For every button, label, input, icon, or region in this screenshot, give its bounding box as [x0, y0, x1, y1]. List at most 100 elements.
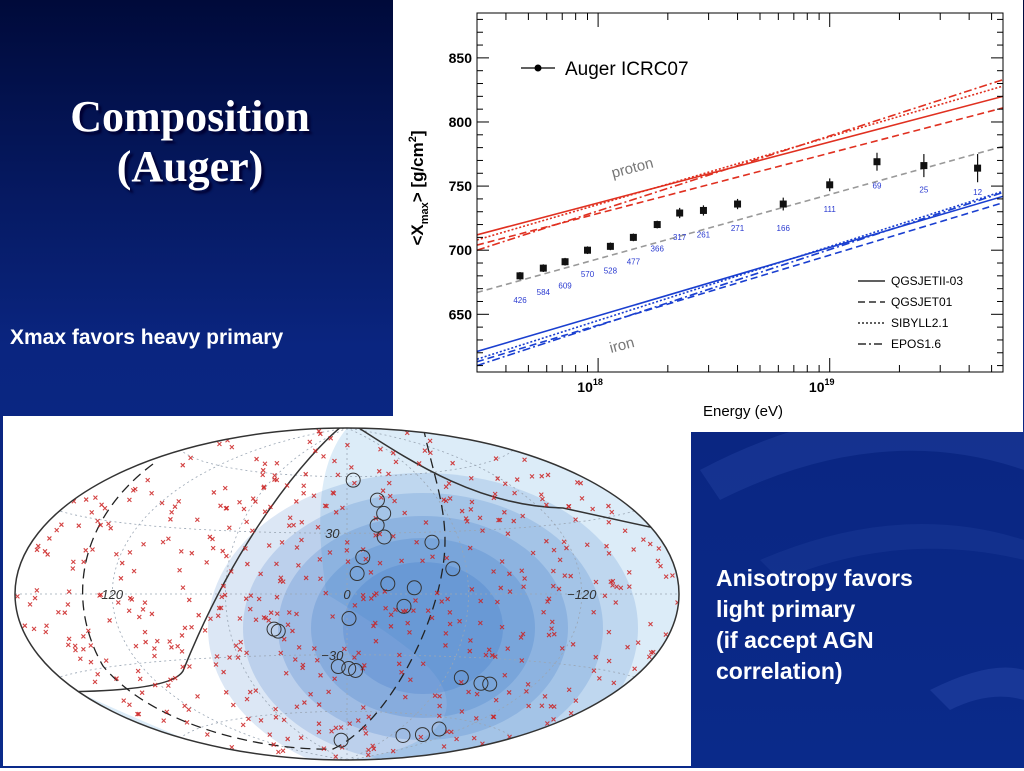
agn-marker — [301, 490, 307, 496]
event-circle — [431, 721, 447, 737]
agn-marker — [274, 594, 280, 600]
agn-marker — [132, 486, 138, 492]
agn-marker — [330, 614, 336, 619]
agn-marker — [396, 661, 402, 667]
iron-dashdot-line — [477, 191, 1003, 367]
agn-marker — [663, 632, 669, 637]
agn-marker — [542, 693, 548, 699]
agn-marker — [656, 546, 662, 551]
latitude-label: 30 — [325, 526, 340, 541]
agn-marker — [15, 593, 20, 599]
agn-marker — [83, 547, 89, 553]
agn-marker — [237, 499, 242, 505]
agn-marker — [590, 506, 596, 512]
agn-marker — [505, 646, 511, 651]
agn-marker — [332, 676, 337, 682]
event-circle — [330, 659, 346, 675]
agn-marker — [434, 590, 440, 596]
agn-marker — [551, 716, 556, 722]
agn-marker — [443, 498, 449, 504]
agn-marker — [223, 689, 229, 695]
proton-dotted-line — [477, 85, 1003, 241]
agn-marker — [204, 732, 210, 737]
agn-marker — [494, 599, 500, 605]
agn-marker — [296, 562, 301, 568]
agn-marker — [390, 450, 396, 456]
agn-marker — [142, 600, 148, 605]
agn-marker — [45, 552, 51, 557]
event-count-label: 570 — [581, 270, 595, 279]
agn-marker — [278, 650, 284, 656]
data-point — [779, 200, 787, 208]
agn-marker — [457, 618, 462, 624]
agn-marker — [333, 754, 339, 760]
anisotropy-line-2: light primary — [716, 596, 856, 622]
event-circle — [396, 598, 412, 614]
agn-marker — [499, 624, 505, 630]
data-point — [734, 200, 742, 208]
agn-marker — [407, 630, 412, 635]
agn-marker — [427, 438, 433, 444]
agn-marker — [142, 629, 148, 635]
agn-marker — [499, 559, 505, 564]
latitude-line — [180, 711, 514, 739]
agn-marker — [316, 729, 322, 735]
agn-marker — [140, 606, 146, 612]
agn-marker — [47, 536, 52, 541]
agn-marker — [281, 636, 287, 642]
agn-marker — [186, 597, 192, 603]
event-circle — [445, 561, 461, 577]
agn-marker — [316, 721, 322, 727]
agn-marker — [454, 736, 459, 742]
agn-marker — [387, 493, 393, 499]
agn-marker — [152, 653, 157, 659]
agn-marker — [439, 599, 445, 604]
agn-marker — [65, 642, 71, 648]
agn-marker — [237, 616, 243, 621]
agn-marker — [66, 589, 72, 594]
event-circle — [473, 675, 489, 691]
agn-marker — [437, 703, 443, 709]
agn-marker — [290, 628, 295, 634]
agn-marker — [81, 646, 86, 652]
agn-marker — [511, 518, 517, 524]
agn-marker — [549, 626, 554, 632]
agn-marker — [371, 746, 377, 752]
agn-marker — [648, 621, 653, 627]
agn-marker — [626, 569, 632, 575]
agn-marker — [328, 435, 334, 441]
agn-marker — [31, 626, 37, 632]
agn-marker — [114, 551, 119, 557]
agn-marker — [318, 672, 323, 678]
anisotropy-line-1: Anisotropy favors — [716, 565, 913, 591]
agn-marker — [95, 671, 101, 677]
agn-marker — [35, 543, 41, 549]
event-circle — [266, 621, 282, 637]
agn-marker — [447, 496, 453, 501]
agn-marker — [318, 576, 323, 582]
agn-marker — [73, 647, 78, 653]
proton-dashdot-line — [477, 78, 1003, 251]
agn-marker — [593, 579, 599, 585]
agn-marker — [502, 672, 508, 678]
agn-marker — [253, 617, 259, 623]
agn-marker — [450, 460, 456, 466]
agn-marker — [506, 690, 512, 695]
agn-marker — [70, 566, 76, 571]
agn-marker — [149, 611, 155, 617]
agn-marker — [469, 499, 475, 505]
agn-marker — [492, 491, 498, 497]
agn-marker — [566, 503, 572, 509]
y-axis-label: <Xmax> [g/cm2] — [407, 130, 431, 245]
agn-marker — [293, 499, 299, 504]
agn-marker — [502, 481, 508, 487]
agn-marker — [443, 631, 449, 636]
agn-marker — [268, 504, 273, 510]
agn-marker — [81, 559, 87, 565]
agn-marker — [114, 676, 119, 681]
agn-marker — [388, 612, 394, 618]
agn-marker — [204, 560, 210, 565]
agn-marker — [229, 744, 235, 750]
agn-marker — [514, 477, 520, 482]
agn-marker — [486, 647, 492, 653]
